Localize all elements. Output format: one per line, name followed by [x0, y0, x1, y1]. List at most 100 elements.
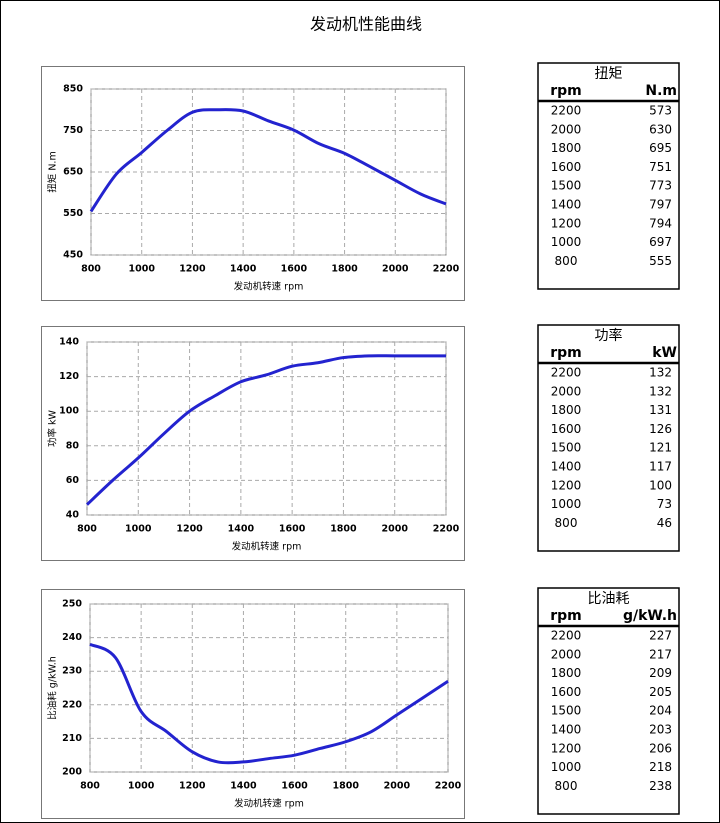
table-cell: 2200 [551, 104, 582, 118]
table-cell: 797 [649, 198, 672, 212]
y-tick-label: 80 [66, 440, 80, 451]
x-tick-label: 2200 [435, 781, 462, 792]
x-tick-label: 1200 [179, 781, 206, 792]
table-title: 功率 [595, 327, 623, 344]
table-cell: 573 [649, 104, 672, 118]
x-tick-label: 1600 [281, 781, 308, 792]
data-line [89, 108, 447, 213]
table-cell: 794 [649, 216, 672, 230]
table-cell: 1500 [551, 179, 582, 193]
y-tick-label: 100 [59, 406, 79, 417]
table-cell: 209 [649, 666, 672, 680]
plot-area [89, 603, 449, 773]
table-cell: 203 [649, 723, 672, 737]
table-cell: 751 [649, 160, 672, 174]
table-cell: 1200 [551, 741, 582, 755]
y-tick-label: 200 [62, 767, 82, 778]
x-tick-label: 1400 [228, 524, 255, 535]
table-cell: 1400 [551, 198, 582, 212]
table-cell: 1800 [551, 666, 582, 680]
x-tick-label: 2000 [384, 781, 411, 792]
x-tick-label: 1000 [125, 524, 152, 535]
table-cell: 1800 [551, 403, 582, 417]
table-cell: 1200 [551, 216, 582, 230]
table-title: 比油耗 [588, 591, 630, 607]
y-tick-label: 250 [62, 599, 82, 610]
table-cell: 1000 [551, 235, 582, 249]
table-cell: 46 [657, 516, 672, 530]
x-tick-label: 2000 [381, 524, 408, 535]
table-cell: 2000 [551, 384, 582, 398]
table-cell: 204 [649, 704, 672, 718]
x-tick-label: 1000 [128, 781, 155, 792]
table-frame [537, 324, 680, 552]
y-tick-label: 850 [63, 84, 83, 95]
table-cell: 121 [649, 441, 672, 455]
x-axis-label: 发动机转速 rpm [232, 541, 302, 553]
y-tick-label: 140 [59, 337, 79, 348]
table-cell: 227 [649, 629, 672, 643]
column-header: g/kW.h [623, 608, 677, 624]
x-axis-label: 发动机转速 rpm [234, 798, 304, 810]
table-cell: 1600 [551, 160, 582, 174]
table-cell: 218 [649, 760, 672, 774]
x-tick-label: 800 [80, 781, 100, 792]
x-tick-label: 800 [81, 264, 101, 275]
y-tick-label: 210 [62, 733, 82, 744]
data-line [85, 354, 446, 506]
table-cell: 1400 [551, 723, 582, 737]
column-header: rpm [550, 345, 582, 361]
table-cell: 1600 [551, 422, 582, 436]
y-tick-label: 650 [63, 167, 83, 178]
table-cell: 206 [649, 741, 672, 755]
column-header: kW [652, 345, 677, 361]
table-cell: 2200 [551, 366, 582, 380]
table-cell: 126 [649, 422, 672, 436]
table-cell: 800 [555, 254, 578, 268]
table-cell: 73 [657, 497, 672, 511]
x-tick-label: 2200 [433, 524, 460, 535]
table-cell: 131 [649, 403, 672, 417]
table-title: 扭矩 [595, 66, 623, 82]
table-frame [537, 62, 680, 290]
x-tick-label: 1800 [330, 524, 357, 535]
table-cell: 1000 [551, 497, 582, 511]
table-cell: 1600 [551, 685, 582, 699]
table-cell: 2000 [551, 647, 582, 661]
y-tick-label: 750 [63, 125, 83, 136]
x-tick-label: 1400 [230, 264, 257, 275]
table-cell: 1800 [551, 141, 582, 155]
table-cell: 1000 [551, 760, 582, 774]
table-cell: 100 [649, 478, 672, 492]
x-tick-label: 1000 [128, 264, 155, 275]
table-cell: 1200 [551, 478, 582, 492]
column-header: N.m [645, 83, 677, 99]
y-axis-label: 比油耗 g/kW.h [47, 656, 59, 720]
page-title: 发动机性能曲线 [310, 15, 422, 34]
y-axis-label: 扭矩 N.m [47, 151, 59, 192]
table-cell: 800 [555, 516, 578, 530]
table-cell: 2000 [551, 122, 582, 136]
table-cell: 697 [649, 235, 672, 249]
table-cell: 1500 [551, 441, 582, 455]
y-tick-label: 240 [62, 632, 82, 643]
column-header: rpm [550, 608, 582, 624]
column-header: rpm [550, 83, 582, 99]
table-cell: 117 [649, 460, 672, 474]
y-tick-label: 40 [66, 510, 80, 521]
x-tick-label: 1600 [281, 264, 308, 275]
y-tick-label: 550 [63, 208, 83, 219]
x-tick-label: 1200 [176, 524, 203, 535]
table-cell: 800 [555, 779, 578, 793]
table-cell: 205 [649, 685, 672, 699]
table-cell: 1500 [551, 704, 582, 718]
plot-area [86, 341, 447, 516]
y-tick-label: 230 [62, 666, 82, 677]
x-tick-label: 800 [77, 524, 97, 535]
table-cell: 695 [649, 141, 672, 155]
x-tick-label: 1200 [179, 264, 206, 275]
table-cell: 217 [649, 647, 672, 661]
y-tick-label: 120 [59, 371, 79, 382]
table-cell: 238 [649, 779, 672, 793]
